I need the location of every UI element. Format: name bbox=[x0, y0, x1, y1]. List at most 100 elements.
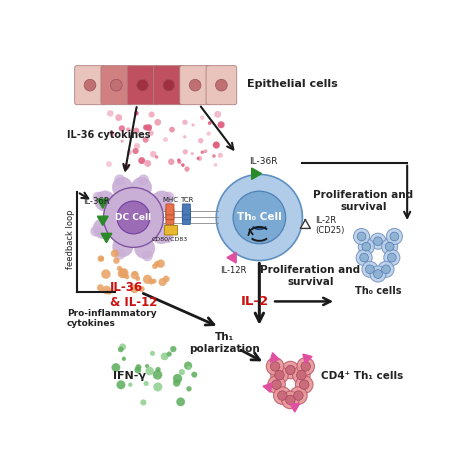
Circle shape bbox=[146, 124, 152, 131]
Circle shape bbox=[84, 79, 96, 91]
Circle shape bbox=[286, 365, 295, 375]
Circle shape bbox=[390, 232, 399, 241]
Circle shape bbox=[173, 379, 180, 386]
Circle shape bbox=[268, 376, 285, 393]
Circle shape bbox=[118, 269, 127, 278]
Text: Th₁
polarization: Th₁ polarization bbox=[189, 332, 260, 354]
Circle shape bbox=[297, 357, 314, 375]
Circle shape bbox=[119, 344, 126, 350]
Circle shape bbox=[138, 157, 145, 164]
Circle shape bbox=[127, 150, 132, 155]
Circle shape bbox=[176, 398, 185, 406]
Circle shape bbox=[179, 369, 185, 375]
Circle shape bbox=[115, 174, 125, 185]
Circle shape bbox=[113, 237, 133, 257]
Circle shape bbox=[107, 110, 113, 117]
Circle shape bbox=[301, 362, 310, 371]
Circle shape bbox=[100, 256, 104, 261]
Circle shape bbox=[159, 278, 166, 286]
Circle shape bbox=[270, 362, 280, 371]
FancyBboxPatch shape bbox=[164, 226, 178, 235]
Circle shape bbox=[155, 155, 158, 159]
Circle shape bbox=[204, 150, 207, 153]
FancyBboxPatch shape bbox=[166, 209, 174, 219]
FancyBboxPatch shape bbox=[180, 65, 210, 105]
Circle shape bbox=[125, 274, 129, 279]
Circle shape bbox=[386, 228, 402, 245]
Circle shape bbox=[137, 79, 148, 91]
Circle shape bbox=[110, 79, 122, 91]
Circle shape bbox=[212, 155, 216, 158]
Circle shape bbox=[290, 387, 307, 404]
Circle shape bbox=[150, 151, 156, 157]
Circle shape bbox=[300, 380, 309, 389]
Circle shape bbox=[143, 137, 148, 143]
Text: Epithelial cells: Epithelial cells bbox=[246, 79, 337, 89]
Circle shape bbox=[282, 361, 299, 379]
Circle shape bbox=[272, 380, 281, 389]
Circle shape bbox=[213, 142, 219, 148]
Polygon shape bbox=[301, 219, 310, 228]
Text: IL-2R
(CD25): IL-2R (CD25) bbox=[316, 216, 345, 235]
Circle shape bbox=[292, 366, 310, 384]
Text: IL-2: IL-2 bbox=[241, 295, 269, 308]
Circle shape bbox=[102, 286, 111, 294]
Circle shape bbox=[136, 365, 141, 370]
Circle shape bbox=[177, 159, 180, 162]
FancyBboxPatch shape bbox=[182, 204, 191, 215]
Circle shape bbox=[135, 238, 155, 258]
Circle shape bbox=[143, 125, 148, 130]
Circle shape bbox=[297, 370, 306, 380]
Circle shape bbox=[207, 132, 210, 136]
Circle shape bbox=[358, 238, 374, 255]
FancyBboxPatch shape bbox=[166, 204, 174, 215]
Circle shape bbox=[135, 367, 141, 373]
Circle shape bbox=[136, 276, 140, 281]
Text: Proliferation and
survival: Proliferation and survival bbox=[313, 190, 413, 212]
Circle shape bbox=[148, 279, 154, 284]
Circle shape bbox=[168, 159, 174, 165]
Polygon shape bbox=[252, 168, 262, 179]
Circle shape bbox=[191, 152, 193, 155]
Circle shape bbox=[385, 242, 394, 251]
FancyBboxPatch shape bbox=[182, 209, 191, 219]
Circle shape bbox=[151, 223, 172, 244]
Circle shape bbox=[282, 391, 299, 409]
Text: Proliferation and
survival: Proliferation and survival bbox=[260, 265, 361, 287]
Circle shape bbox=[382, 238, 398, 255]
Circle shape bbox=[119, 126, 125, 131]
Circle shape bbox=[154, 383, 162, 391]
Circle shape bbox=[134, 143, 140, 149]
Circle shape bbox=[173, 374, 182, 383]
Circle shape bbox=[378, 261, 394, 277]
FancyBboxPatch shape bbox=[182, 213, 191, 224]
Circle shape bbox=[113, 257, 119, 264]
Circle shape bbox=[146, 367, 154, 375]
FancyBboxPatch shape bbox=[206, 65, 237, 105]
Circle shape bbox=[123, 164, 129, 170]
Circle shape bbox=[156, 260, 164, 268]
Circle shape bbox=[183, 136, 186, 138]
Circle shape bbox=[233, 191, 286, 244]
FancyBboxPatch shape bbox=[75, 65, 105, 105]
Circle shape bbox=[97, 284, 104, 291]
Circle shape bbox=[142, 251, 153, 261]
Text: MHC: MHC bbox=[162, 197, 178, 202]
Circle shape bbox=[218, 121, 225, 128]
Circle shape bbox=[384, 250, 400, 265]
Circle shape bbox=[184, 362, 192, 370]
Text: IL-36
& IL-12: IL-36 & IL-12 bbox=[109, 282, 157, 310]
Circle shape bbox=[116, 114, 122, 121]
Circle shape bbox=[382, 265, 391, 273]
FancyBboxPatch shape bbox=[101, 65, 132, 105]
Polygon shape bbox=[101, 233, 112, 243]
Circle shape bbox=[131, 177, 152, 198]
Circle shape bbox=[184, 167, 190, 172]
Circle shape bbox=[214, 163, 217, 166]
Circle shape bbox=[163, 232, 173, 243]
Circle shape bbox=[112, 177, 133, 198]
Circle shape bbox=[208, 121, 211, 125]
Circle shape bbox=[183, 149, 188, 154]
Circle shape bbox=[139, 286, 145, 292]
Circle shape bbox=[362, 261, 378, 277]
